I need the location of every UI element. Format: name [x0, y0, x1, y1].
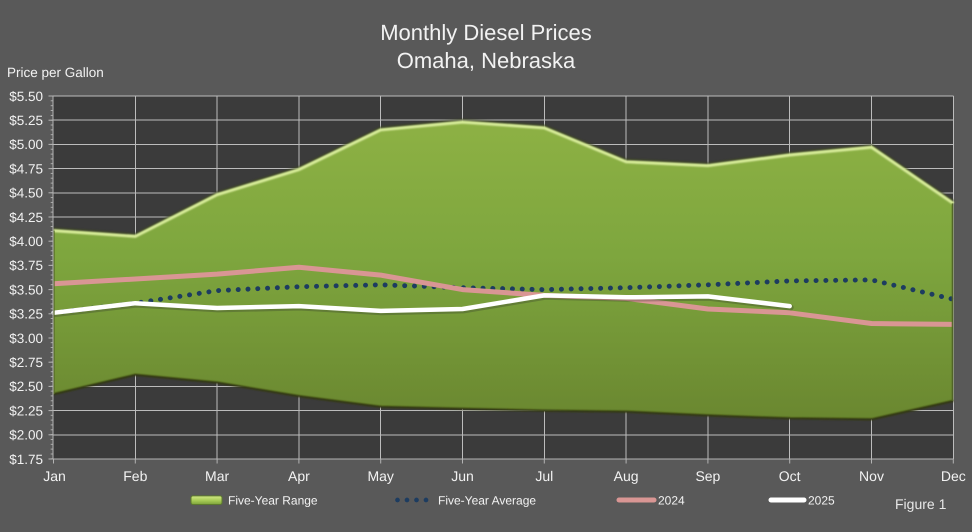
svg-text:Jul: Jul	[535, 468, 553, 484]
svg-text:Monthly Diesel Prices: Monthly Diesel Prices	[380, 20, 592, 45]
svg-text:$3.25: $3.25	[9, 307, 43, 322]
svg-text:$3.75: $3.75	[9, 258, 43, 273]
svg-text:$3.50: $3.50	[9, 282, 43, 297]
svg-text:2024: 2024	[658, 494, 685, 508]
svg-text:Feb: Feb	[123, 468, 147, 484]
svg-text:Figure 1: Figure 1	[895, 496, 947, 512]
svg-text:$4.50: $4.50	[9, 186, 43, 201]
svg-text:$4.00: $4.00	[9, 234, 43, 249]
svg-text:$2.50: $2.50	[9, 379, 43, 394]
svg-text:$2.25: $2.25	[9, 403, 43, 418]
svg-text:May: May	[367, 468, 393, 484]
svg-text:$5.50: $5.50	[9, 89, 43, 104]
svg-text:Oct: Oct	[779, 468, 801, 484]
svg-text:Aug: Aug	[614, 468, 639, 484]
svg-text:$2.75: $2.75	[9, 355, 43, 370]
svg-text:$1.75: $1.75	[9, 452, 43, 467]
svg-text:Jan: Jan	[43, 468, 66, 484]
svg-text:$5.25: $5.25	[9, 113, 43, 128]
svg-text:Jun: Jun	[451, 468, 474, 484]
svg-text:$3.00: $3.00	[9, 331, 43, 346]
svg-text:2025: 2025	[808, 494, 835, 508]
svg-text:Five-Year Average: Five-Year Average	[438, 494, 536, 508]
svg-text:Nov: Nov	[859, 468, 884, 484]
svg-text:Omaha, Nebraska: Omaha, Nebraska	[397, 48, 576, 73]
svg-text:$5.00: $5.00	[9, 137, 43, 152]
svg-text:Price per Gallon: Price per Gallon	[7, 65, 104, 80]
svg-text:Five-Year Range: Five-Year Range	[228, 494, 318, 508]
svg-text:$2.00: $2.00	[9, 428, 43, 443]
svg-text:Mar: Mar	[205, 468, 229, 484]
svg-text:Sep: Sep	[695, 468, 720, 484]
svg-text:$4.25: $4.25	[9, 210, 43, 225]
svg-text:Dec: Dec	[941, 468, 966, 484]
svg-text:$4.75: $4.75	[9, 161, 43, 176]
svg-text:Apr: Apr	[288, 468, 310, 484]
